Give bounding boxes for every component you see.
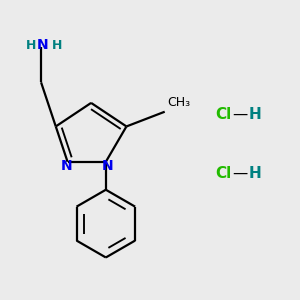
Text: H: H bbox=[52, 39, 62, 52]
Text: H: H bbox=[248, 166, 261, 181]
Text: —: — bbox=[232, 166, 248, 181]
Text: Cl: Cl bbox=[215, 107, 231, 122]
Text: N: N bbox=[101, 159, 113, 172]
Text: N: N bbox=[60, 159, 72, 172]
Text: Cl: Cl bbox=[215, 166, 231, 181]
Text: CH₃: CH₃ bbox=[168, 96, 191, 109]
Text: H: H bbox=[26, 39, 36, 52]
Text: H: H bbox=[248, 107, 261, 122]
Text: —: — bbox=[232, 107, 248, 122]
Text: N: N bbox=[37, 38, 48, 52]
